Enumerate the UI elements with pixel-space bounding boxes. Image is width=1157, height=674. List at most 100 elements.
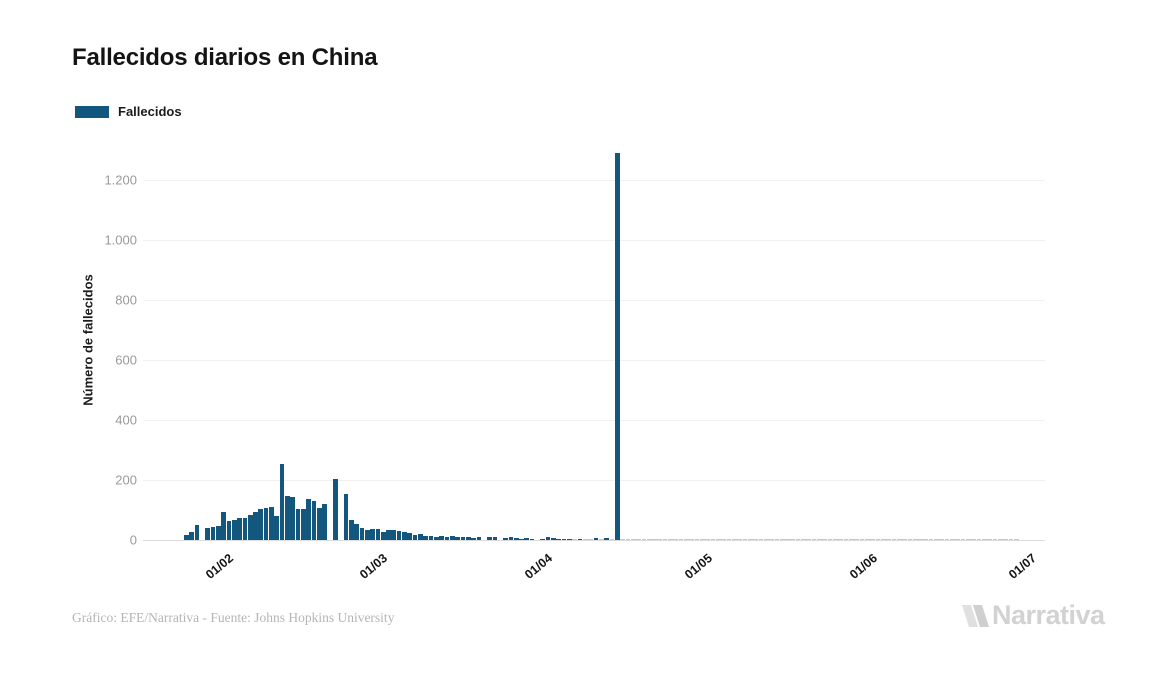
- bar-02/06[interactable]: [859, 539, 865, 540]
- bar-01/03[interactable]: [364, 530, 370, 540]
- bar-14/02[interactable]: [279, 464, 285, 540]
- bar-13/03[interactable]: [428, 535, 434, 540]
- bar-12/02[interactable]: [269, 507, 274, 540]
- bar-12/06[interactable]: [912, 539, 918, 540]
- bar-09/03[interactable]: [407, 532, 413, 540]
- bar-06/02[interactable]: [237, 518, 242, 540]
- bar-16/06[interactable]: [934, 539, 939, 540]
- bar-03/06[interactable]: [864, 539, 870, 540]
- bar-03/04[interactable]: [540, 538, 546, 540]
- bar-16/04[interactable]: [609, 539, 615, 540]
- bar-28/05[interactable]: [833, 539, 838, 540]
- bar-04/05[interactable]: [705, 539, 711, 540]
- bar-15/03[interactable]: [439, 536, 445, 540]
- bar-30/05[interactable]: [843, 539, 849, 540]
- bar-01/06[interactable]: [854, 539, 859, 540]
- bar-29/06[interactable]: [1003, 539, 1008, 540]
- bar-08/05[interactable]: [726, 539, 732, 540]
- bar-06/03[interactable]: [391, 530, 397, 540]
- bar-05/03[interactable]: [386, 529, 391, 540]
- bar-29/03[interactable]: [513, 537, 519, 540]
- bar-15/02[interactable]: [285, 495, 290, 540]
- bar-20/02[interactable]: [311, 500, 317, 540]
- bar-10/06[interactable]: [902, 539, 907, 540]
- bar-20/03[interactable]: [465, 536, 471, 540]
- bar-22/03[interactable]: [476, 537, 482, 540]
- bar-06/06[interactable]: [880, 539, 886, 540]
- bar-30/04[interactable]: [684, 539, 689, 540]
- bar-12/04[interactable]: [588, 539, 593, 540]
- bar-08/02[interactable]: [247, 514, 253, 540]
- bar-13/05[interactable]: [753, 539, 758, 540]
- bar-30/03[interactable]: [519, 538, 524, 540]
- bar-20/05[interactable]: [790, 539, 796, 540]
- bar-20/06[interactable]: [955, 539, 961, 540]
- bar-10/05[interactable]: [737, 539, 742, 540]
- bar-09/02[interactable]: [253, 512, 258, 540]
- bar-18/02[interactable]: [301, 509, 306, 540]
- bar-11/02[interactable]: [263, 508, 269, 540]
- bar-26/02[interactable]: [343, 494, 349, 540]
- bar-18/06[interactable]: [944, 539, 950, 540]
- bar-27/03[interactable]: [503, 537, 508, 540]
- bar-28/04[interactable]: [673, 539, 679, 540]
- bar-21/03[interactable]: [471, 537, 476, 540]
- bar-30/06[interactable]: [1008, 539, 1014, 540]
- bar-03/05[interactable]: [700, 539, 705, 540]
- bar-24/06[interactable]: [976, 539, 982, 540]
- bar-05/02[interactable]: [231, 519, 237, 540]
- bar-28/06[interactable]: [997, 539, 1003, 540]
- bar-01/07[interactable]: [1013, 539, 1019, 540]
- bar-25/04[interactable]: [657, 539, 663, 540]
- bar-14/05[interactable]: [758, 539, 764, 540]
- bar-09/04[interactable]: [572, 539, 578, 540]
- bar-18/05[interactable]: [779, 539, 785, 540]
- bar-07/03[interactable]: [396, 530, 402, 540]
- bar-24/03[interactable]: [487, 536, 492, 540]
- bar-29/05[interactable]: [838, 539, 844, 540]
- bar-28/01[interactable]: [189, 531, 194, 540]
- bar-13/02[interactable]: [274, 516, 280, 540]
- bar-05/05[interactable]: [710, 539, 716, 540]
- bar-04/04[interactable]: [545, 537, 551, 540]
- bar-16/03[interactable]: [444, 537, 450, 540]
- bar-26/05[interactable]: [822, 539, 828, 540]
- bar-16/02[interactable]: [290, 497, 296, 540]
- bar-27/05[interactable]: [827, 539, 833, 540]
- bar-08/04[interactable]: [567, 538, 572, 540]
- bar-02/02[interactable]: [215, 525, 221, 540]
- bar-15/05[interactable]: [763, 539, 769, 540]
- bar-23/06[interactable]: [971, 539, 977, 540]
- bar-22/05[interactable]: [801, 539, 806, 540]
- bar-31/05[interactable]: [849, 539, 854, 540]
- bar-26/06[interactable]: [987, 539, 992, 540]
- bar-08/03[interactable]: [402, 531, 407, 540]
- bar-07/06[interactable]: [886, 539, 891, 540]
- bar-28/02[interactable]: [354, 523, 359, 540]
- bar-02/03[interactable]: [370, 528, 375, 540]
- bar-17/03[interactable]: [450, 536, 455, 540]
- bar-09/05[interactable]: [731, 539, 737, 540]
- bar-11/03[interactable]: [418, 534, 423, 540]
- bar-04/03[interactable]: [380, 531, 386, 540]
- bar-16/05[interactable]: [769, 539, 774, 540]
- bar-25/05[interactable]: [817, 539, 822, 540]
- bar-28/03[interactable]: [508, 537, 514, 540]
- bar-11/06[interactable]: [907, 539, 913, 540]
- bar-23/04[interactable]: [646, 539, 652, 540]
- bar-14/04[interactable]: [598, 539, 604, 540]
- bar-19/02[interactable]: [306, 499, 312, 540]
- bar-29/04[interactable]: [678, 539, 684, 540]
- bar-05/06[interactable]: [875, 539, 881, 540]
- bar-26/04[interactable]: [662, 539, 668, 540]
- bar-01/05[interactable]: [689, 539, 695, 540]
- bar-10/03[interactable]: [412, 534, 418, 540]
- bar-27/04[interactable]: [668, 539, 673, 540]
- bar-11/05[interactable]: [742, 539, 748, 540]
- bar-24/05[interactable]: [811, 539, 817, 540]
- bar-08/06[interactable]: [891, 539, 897, 540]
- bar-07/04[interactable]: [561, 538, 567, 540]
- bar-21/05[interactable]: [795, 539, 801, 540]
- bar-12/05[interactable]: [747, 539, 753, 540]
- bar-03/03[interactable]: [375, 528, 381, 540]
